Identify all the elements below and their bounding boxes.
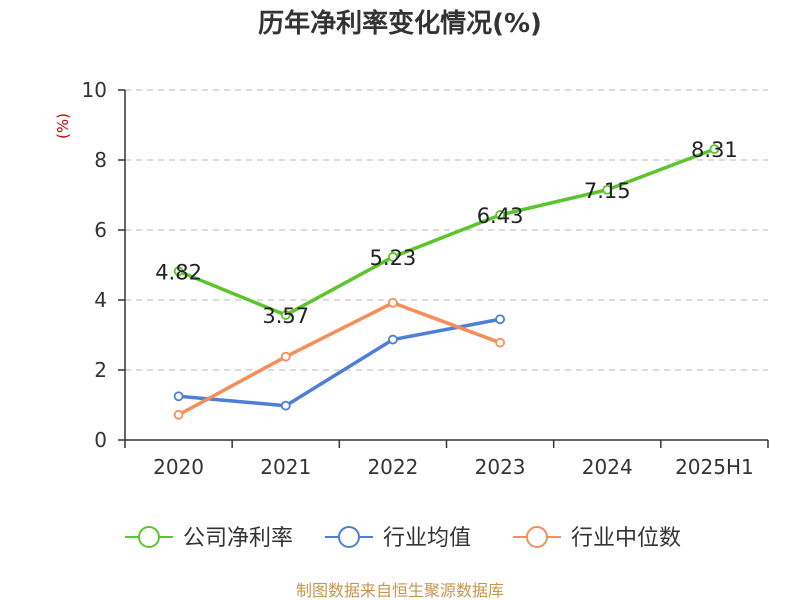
data-point[interactable] <box>173 409 184 420</box>
data-point[interactable] <box>280 351 291 362</box>
data-label: 5.23 <box>370 246 417 270</box>
data-point[interactable] <box>173 391 184 402</box>
axes: 0 2 4 6 8 10 2020 2021 2022 2023 2024 2025H1 <box>82 78 769 479</box>
x-tick-label: 2021 <box>260 455 311 479</box>
legend-marker-3 <box>526 526 548 548</box>
y-tick-label: 10 <box>82 78 107 102</box>
x-tick-label: 2025H1 <box>675 455 754 479</box>
y-axis-unit: (%) <box>54 113 72 139</box>
chart-title: 历年净利率变化情况(%) <box>258 8 542 39</box>
x-tick-label: 2022 <box>367 455 418 479</box>
data-point[interactable] <box>280 310 291 320</box>
y-tick-label: 0 <box>94 428 107 452</box>
data-point[interactable] <box>388 334 398 345</box>
x-tick-label: 2020 <box>153 455 204 479</box>
data-point[interactable] <box>173 266 184 277</box>
series-lines <box>173 144 720 420</box>
data-labels: 4.82 3.57 5.23 6.43 7.15 8.31 <box>155 138 738 328</box>
series-line-1 <box>177 147 716 317</box>
data-point[interactable] <box>388 252 398 262</box>
series-line-3 <box>177 301 501 417</box>
legend-marker-1 <box>138 526 160 548</box>
data-point[interactable] <box>495 210 505 220</box>
legend[interactable]: 公司净利率 行业均值 行业中位数 <box>125 526 681 551</box>
data-point[interactable] <box>602 184 613 195</box>
data-point[interactable] <box>709 144 720 155</box>
x-tick-label: 2024 <box>582 455 633 479</box>
x-tick-label: 2023 <box>475 455 526 479</box>
legend-marker-2 <box>338 526 360 548</box>
data-label: 6.43 <box>477 204 524 228</box>
y-tick-label: 6 <box>94 218 107 242</box>
data-label: 3.57 <box>262 304 309 328</box>
data-point[interactable] <box>388 297 398 308</box>
legend-label-3[interactable]: 行业中位数 <box>571 526 681 551</box>
data-label: 4.82 <box>155 260 202 284</box>
data-point[interactable] <box>495 314 505 325</box>
gridlines <box>125 89 768 371</box>
data-point[interactable] <box>495 337 505 348</box>
data-point[interactable] <box>280 400 291 411</box>
legend-label-1[interactable]: 公司净利率 <box>183 526 293 551</box>
y-tick-label: 2 <box>94 358 107 382</box>
source-note: 制图数据来自恒生聚源数据库 <box>296 581 504 600</box>
data-label: 8.31 <box>691 138 738 162</box>
data-label: 7.15 <box>584 179 631 203</box>
series-line-2 <box>178 317 501 408</box>
y-tick-label: 8 <box>94 148 107 172</box>
legend-label-2[interactable]: 行业均值 <box>383 526 471 551</box>
y-tick-label: 4 <box>94 288 107 312</box>
